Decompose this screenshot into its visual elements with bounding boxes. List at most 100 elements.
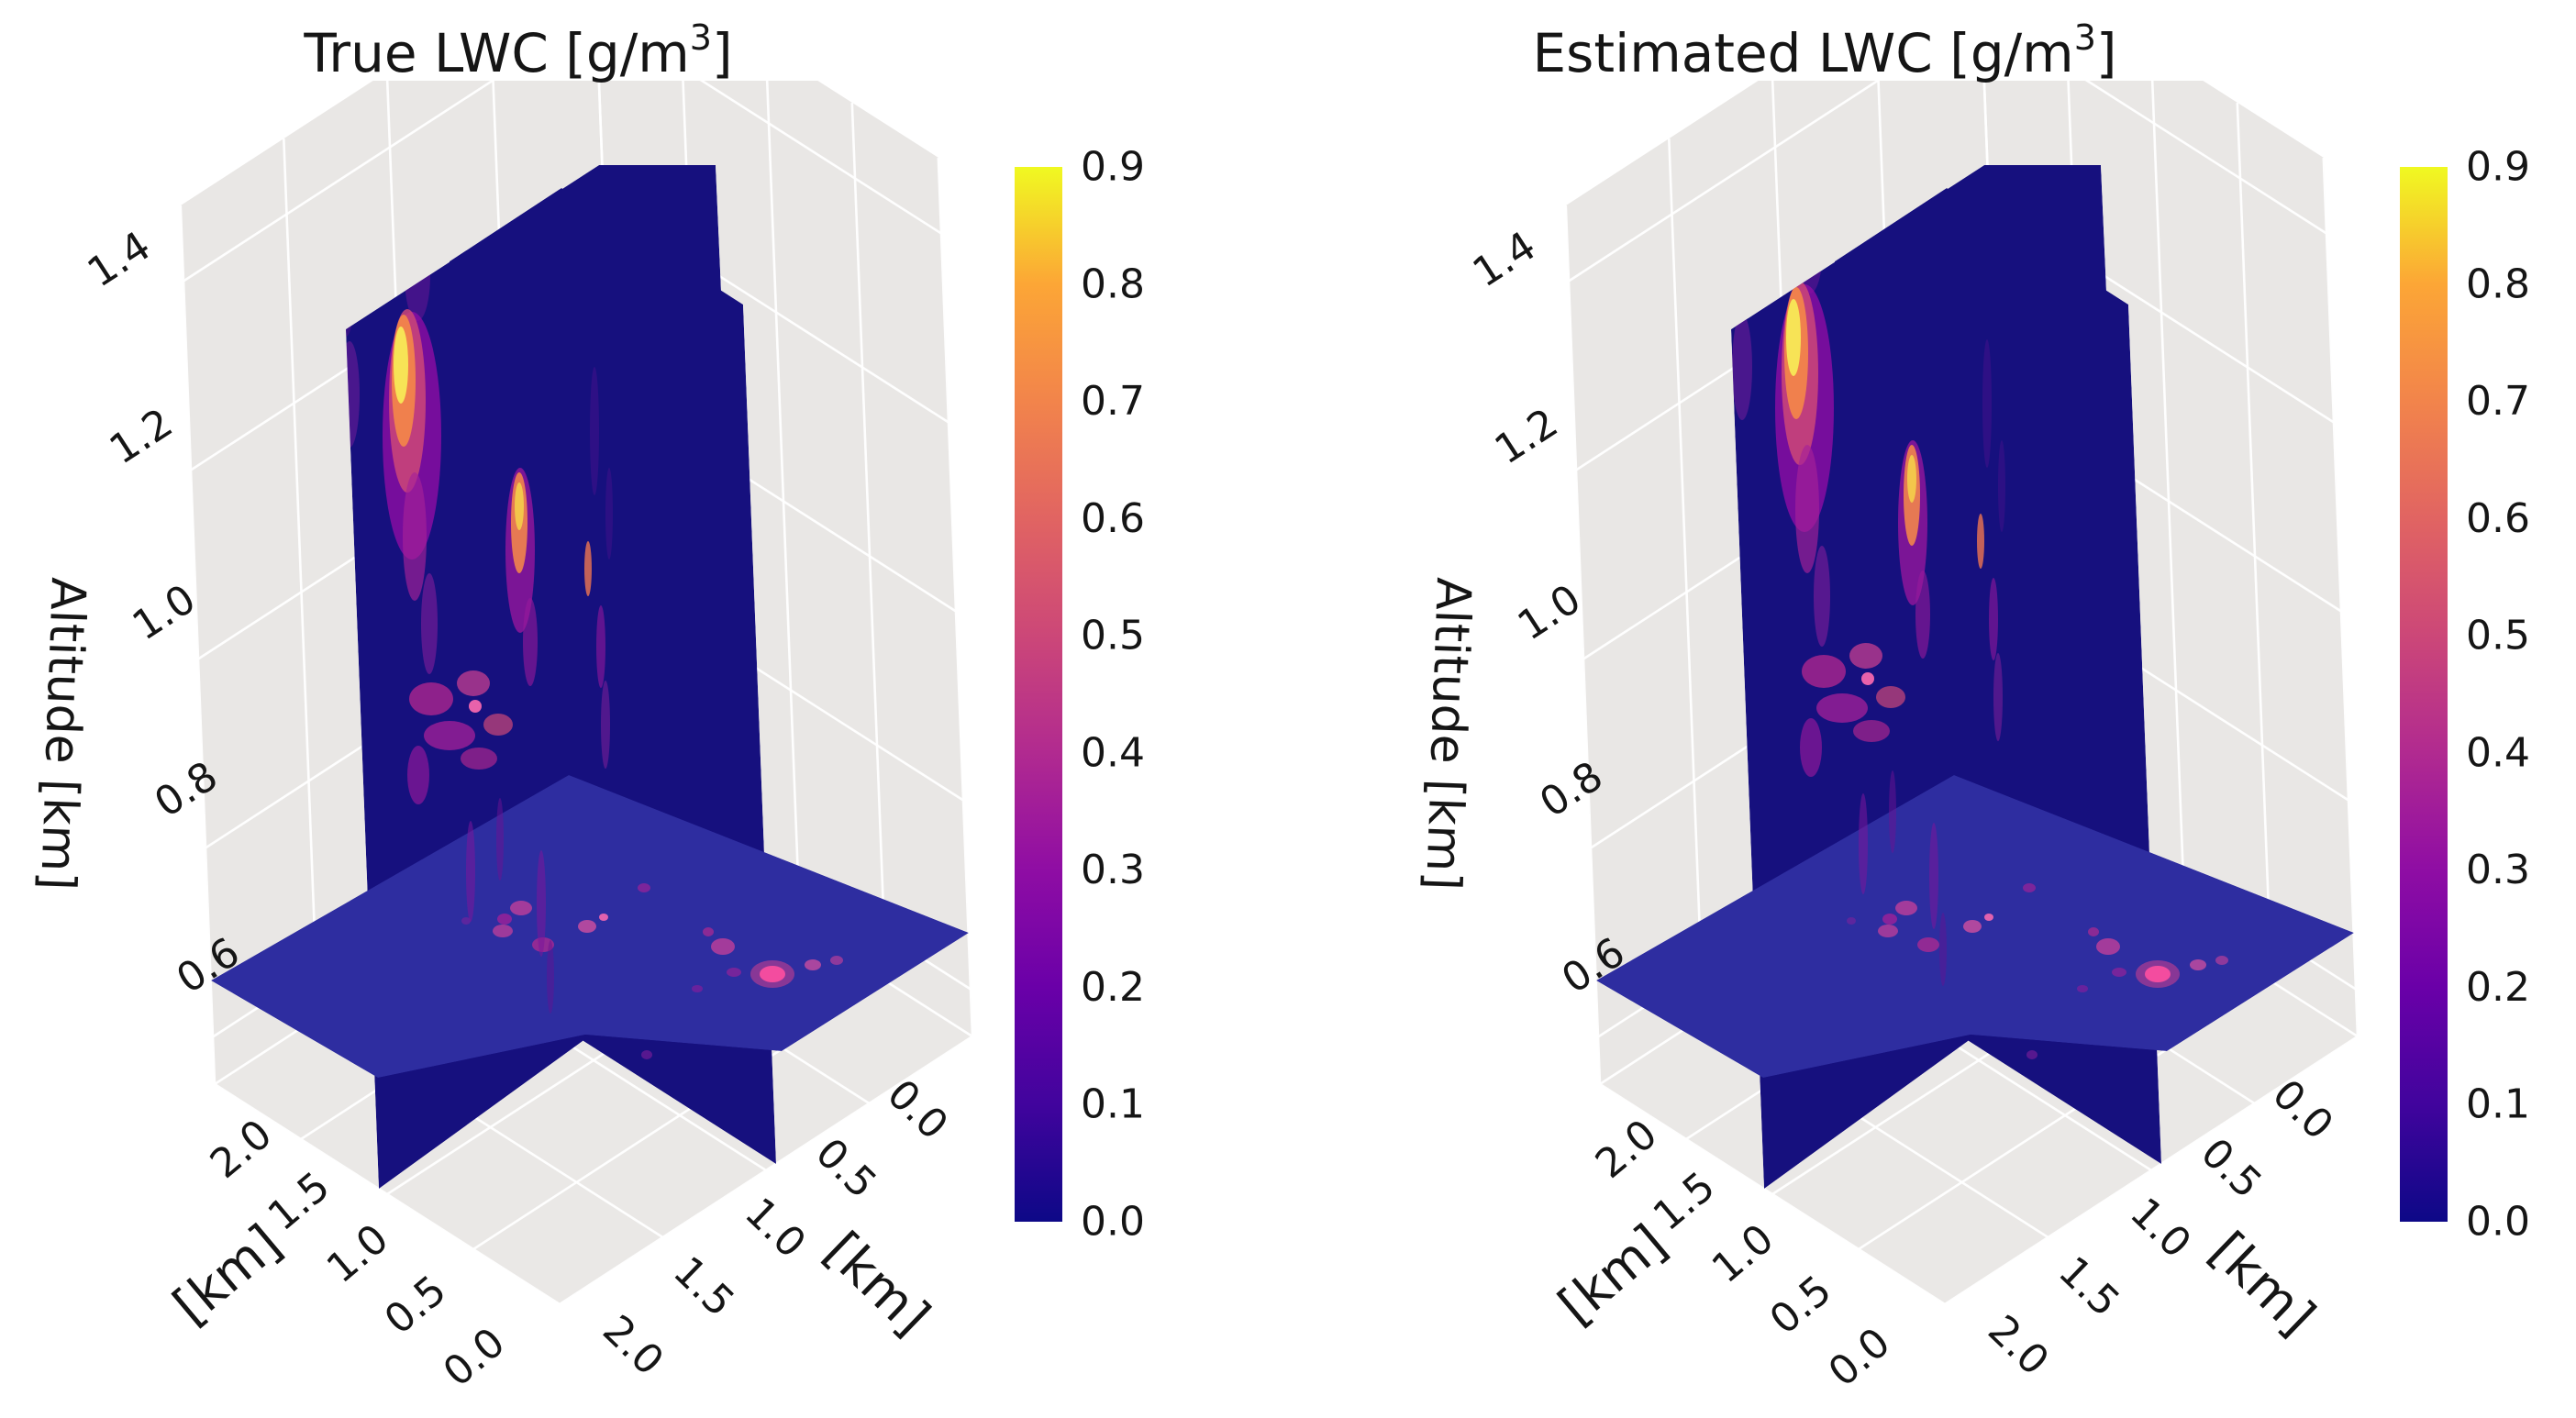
- x-tick-label: 0.5: [376, 1267, 455, 1344]
- right-wall-grid-x: [2322, 158, 2359, 1037]
- lwc-plume: [515, 482, 524, 530]
- horizontal-slice: [1596, 775, 2354, 1078]
- lwc-spot: [1984, 914, 1993, 921]
- lwc-plume-faint: [641, 1050, 652, 1059]
- colorbar-tick-label: 0.6: [2466, 495, 2530, 542]
- colorbar-tick-label: 0.5: [1081, 613, 1145, 659]
- lwc-plume: [1849, 643, 1882, 669]
- lwc-plume: [403, 472, 427, 601]
- lwc-plume: [1732, 314, 1752, 420]
- lwc-plume-wisp: [1859, 793, 1868, 894]
- lwc-plume: [457, 670, 490, 696]
- colorbar-tick-label: 0.5: [2466, 613, 2530, 659]
- lwc-spot: [727, 968, 741, 977]
- colorbar-tick-label: 0.7: [2466, 378, 2530, 425]
- scene-3d: [1564, 81, 2359, 1306]
- lwc-spot: [599, 914, 608, 921]
- panel-title: Estimated LWC [g/m3]: [1532, 17, 2116, 84]
- lwc-plume: [1853, 720, 1890, 742]
- lwc-plume-wisp: [1993, 653, 2003, 741]
- panel-title-sup: 3: [690, 17, 712, 58]
- lwc-plume-wisp: [537, 850, 546, 957]
- lwc-spot: [1963, 920, 1982, 933]
- y-tick-label: 0.5: [2192, 1129, 2271, 1207]
- altitude-axis-label: Altitude [km]: [1415, 577, 1481, 892]
- x-tick-label: 1.0: [1704, 1215, 1782, 1292]
- colorbar-tick-label: 0.4: [1081, 729, 1145, 776]
- right-wall-grid-x: [937, 158, 974, 1037]
- x-tick-label: 0.5: [1761, 1267, 1840, 1344]
- lwc-plume-wisp: [1889, 770, 1896, 853]
- lwc-plume: [1814, 546, 1830, 647]
- panel-estimated: 1.41.21.00.80.62.01.51.00.50.00.00.51.01…: [1415, 17, 2530, 1396]
- y-tick-label: 1.0: [736, 1189, 815, 1267]
- colorbar-tick-label: 0.0: [1081, 1199, 1145, 1246]
- left-wall-grid-y: [1564, 205, 1602, 1085]
- colorbar-tick-label: 0.8: [2466, 260, 2530, 307]
- lwc-plume: [407, 746, 429, 804]
- colorbar-tick-label: 0.1: [1081, 1081, 1145, 1128]
- lwc-plume-wisp: [466, 821, 475, 922]
- x-tick-label: 0.0: [1820, 1319, 1899, 1396]
- lwc-plume: [1876, 686, 1905, 708]
- lwc-spot: [493, 925, 513, 937]
- lwc-spot: [760, 966, 785, 982]
- colorbar-tick-label: 0.9: [2466, 144, 2530, 191]
- panel-title-close: ]: [2096, 22, 2117, 84]
- x-axis-label: [km]: [162, 1213, 293, 1336]
- horizontal-slice: [211, 775, 969, 1078]
- plume-overlay-group: [466, 681, 610, 1014]
- lwc-spot: [1878, 925, 1898, 937]
- lwc-plume: [1861, 672, 1874, 685]
- lwc-plume: [1802, 655, 1846, 688]
- right-wall-grid-x: [850, 103, 888, 982]
- scene-3d: [179, 81, 974, 1306]
- lwc-spot: [830, 956, 843, 965]
- altitude-tick-label: 1.4: [80, 223, 159, 297]
- lwc-spot: [1917, 937, 1939, 952]
- plume-group: [346, 229, 613, 804]
- right-wall-grid-x: [765, 81, 802, 927]
- lwc-plume: [1786, 299, 1801, 376]
- panel-true: 1.41.21.00.80.62.01.51.00.50.00.00.51.01…: [29, 17, 1145, 1396]
- lwc-plume: [1800, 718, 1822, 777]
- lwc-plume: [590, 367, 599, 495]
- lwc-plume: [1982, 339, 1992, 468]
- lwc-spot: [510, 901, 532, 915]
- lwc-plume: [1977, 514, 1984, 569]
- altitude-tick-label: 1.4: [1465, 223, 1544, 297]
- x-tick-label: 2.0: [202, 1111, 281, 1188]
- lwc-plume-wisp: [496, 798, 504, 881]
- altitude-tick-label: 1.2: [1487, 400, 1566, 474]
- lwc-spot: [497, 914, 512, 925]
- colorbar-tick-label: 0.7: [1081, 378, 1145, 425]
- lwc-spot: [703, 927, 714, 936]
- floor-grid-y: [1599, 1082, 1946, 1306]
- colorbar-tick-label: 0.8: [1081, 260, 1145, 307]
- lwc-spot: [692, 985, 703, 992]
- colorbar-tick-label: 0.1: [2466, 1081, 2530, 1128]
- plume-overlay: [466, 681, 610, 1014]
- lwc-plume: [1998, 440, 2005, 532]
- right-wall-grid-x: [2150, 81, 2187, 927]
- left-wall-grid-y: [179, 205, 217, 1085]
- lwc-plume: [1795, 445, 1819, 573]
- colorbar-tick-label: 0.9: [1081, 144, 1145, 191]
- lwc-plume: [424, 721, 475, 750]
- altitude-tick-label: 1.0: [125, 576, 204, 650]
- lwc-spot: [805, 959, 821, 970]
- left-wall-grid-y: [283, 138, 319, 1018]
- y-tick-label: 1.0: [2121, 1189, 2200, 1267]
- colorbar-tick-label: 0.6: [1081, 495, 1145, 542]
- lwc-plume: [1907, 455, 1916, 503]
- y-axis-label: [km]: [2198, 1221, 2326, 1347]
- lwc-plume: [1989, 578, 1998, 660]
- colorbar-tick-label: 0.2: [2466, 964, 2530, 1011]
- lwc-plume: [483, 714, 513, 736]
- x-axis-label: [km]: [1548, 1213, 1678, 1336]
- colorbar: [1015, 167, 1062, 1222]
- colorbar-tick-label: 0.0: [2466, 1199, 2530, 1246]
- panel-title-close: ]: [712, 22, 733, 84]
- x-tick-label: 2.0: [1587, 1111, 1666, 1188]
